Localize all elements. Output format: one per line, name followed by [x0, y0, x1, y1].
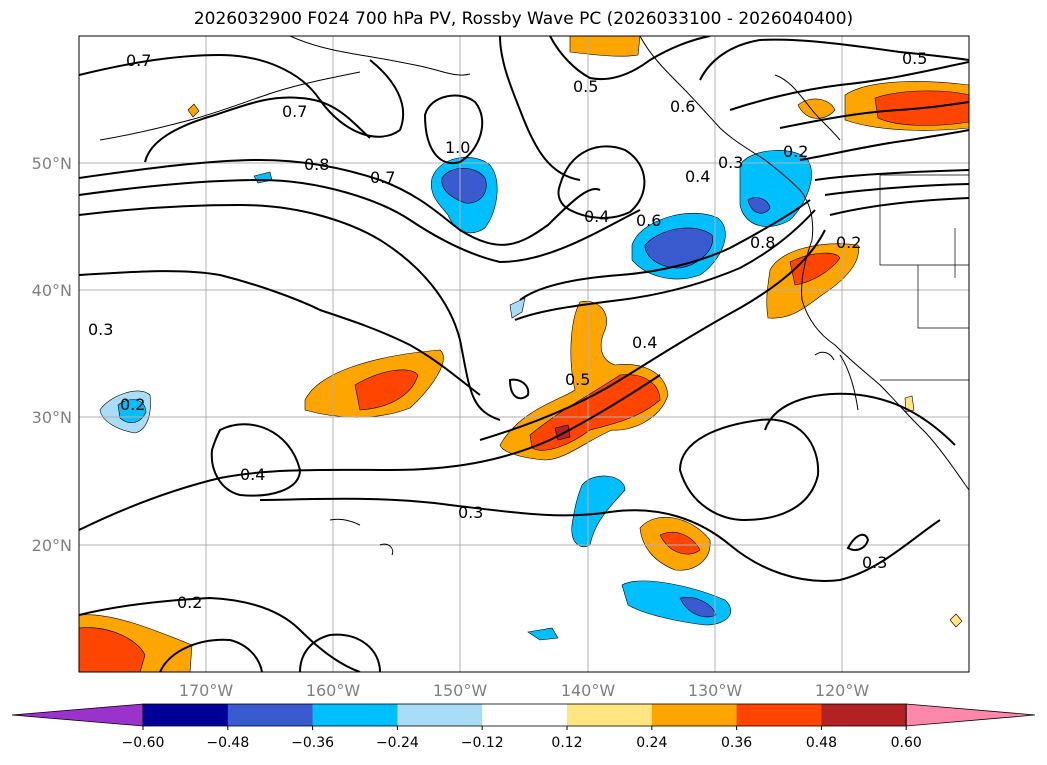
colorbar-tick-label: −0.48: [206, 735, 249, 751]
pos-anomaly-central: [499, 300, 669, 461]
colorbar-tick-label: −0.12: [461, 735, 504, 751]
colorbar-segment: [397, 704, 483, 726]
colorbar-tick-label: −0.24: [376, 735, 419, 751]
lon-axis: 170°W 160°W 150°W 140°W 130°W 120°W: [179, 681, 870, 700]
contour-label: 0.8: [304, 155, 329, 174]
contour-label: 0.2: [783, 142, 808, 161]
pos-anomaly-south-core: [659, 531, 701, 555]
contour-label: 0.2: [177, 593, 202, 612]
map-title: 2026032900 F024 700 hPa PV, Rossby Wave …: [193, 9, 854, 29]
coastlines: [99, 36, 969, 556]
map-frame: [78, 35, 970, 673]
lat-label: 30°N: [32, 408, 72, 427]
colorbar-tick-label: −0.60: [122, 735, 165, 751]
contour-label: 0.7: [126, 51, 151, 70]
colorbar-tick-label: −0.36: [291, 735, 334, 751]
neg-anomaly-coast: [739, 150, 812, 227]
contour-label: 0.3: [458, 503, 483, 522]
neg-anomaly-center-core: [644, 227, 713, 269]
contour-label: 0.4: [584, 207, 609, 226]
contour-label: 0.3: [88, 320, 113, 339]
pos-anomaly-north: [569, 36, 641, 57]
pos-anomaly-small3: [904, 395, 915, 413]
lon-label: 130°W: [688, 681, 743, 700]
lat-label: 40°N: [32, 281, 72, 300]
map-area: 0.7 0.7 0.8 0.7 1.0 0.5 0.6 0.5 0.4 0.3 …: [79, 36, 969, 672]
lon-label: 170°W: [179, 681, 234, 700]
lat-label: 50°N: [32, 154, 72, 173]
lon-label: 140°W: [561, 681, 616, 700]
contour-label: 0.3: [862, 553, 887, 572]
lon-label: 150°W: [433, 681, 488, 700]
neg-anomaly-small1: [527, 627, 559, 641]
colorbar-tick-label: 0.60: [891, 735, 922, 751]
colorbar-segment: [736, 704, 822, 726]
contour-label: 0.6: [636, 211, 661, 230]
neg-anomaly-gulf-core: [441, 167, 487, 204]
colorbar-extend-max: [905, 703, 1036, 727]
neg-anomaly-small3: [509, 297, 526, 319]
contour-label: 0.8: [750, 233, 775, 252]
contour-label: 0.4: [685, 167, 710, 186]
contour-label: 0.4: [240, 465, 265, 484]
contour-label: 0.7: [370, 168, 395, 187]
pv-contours: [79, 36, 969, 672]
colorbar: −0.60 −0.48 −0.36 −0.24 −0.12 0.12 0.24 0.36 0.4…: [11, 703, 1036, 751]
pos-anomaly-small2: [949, 613, 963, 628]
colorbar-tick-label: 0.36: [721, 735, 752, 751]
contour-label: 1.0: [445, 138, 470, 157]
colorbar-tick-label: 0.12: [551, 735, 582, 751]
colorbar-segment: [651, 704, 738, 726]
contour-labels: 0.7 0.7 0.8 0.7 1.0 0.5 0.6 0.5 0.4 0.3 …: [88, 49, 927, 612]
pos-anomaly-subtropical-core: [354, 369, 419, 411]
contour-label: 0.5: [573, 77, 598, 96]
contour-label: 0.5: [902, 49, 927, 68]
colorbar-tick-label: 0.24: [636, 735, 667, 751]
colorbar-extend-min: [11, 703, 144, 727]
pos-anomaly-small1: [187, 103, 200, 118]
neg-anomaly-small2: [253, 171, 273, 184]
pos-anomaly-southwest-core: [79, 627, 146, 672]
lat-label: 20°N: [32, 536, 72, 555]
lon-label: 120°W: [815, 681, 870, 700]
colorbar-segment: [821, 704, 907, 726]
colorbar-tick-label: 0.48: [806, 735, 837, 751]
contour-label: 0.4: [632, 333, 657, 352]
colorbar-segment: [312, 704, 398, 726]
colorbar-segment: [227, 704, 314, 726]
contour-label: 0.6: [670, 97, 695, 116]
colorbar-frame: [142, 703, 907, 727]
neg-anomaly-southeast: [621, 580, 731, 626]
contour-label: 0.2: [120, 395, 145, 414]
lon-label: 160°W: [306, 681, 361, 700]
borders: [879, 174, 969, 381]
contour-label: 0.5: [565, 370, 590, 389]
colorbar-segment: [482, 704, 568, 726]
contour-label: 0.3: [718, 153, 743, 172]
neg-anomaly-coast-core: [747, 197, 771, 214]
neg-anomaly-southeast-core: [679, 597, 717, 618]
contour-label: 0.2: [836, 233, 861, 252]
colorbar-segment: [143, 704, 229, 726]
lat-axis: 50°N 40°N 30°N 20°N: [32, 154, 72, 555]
colorbar-segment: [567, 704, 653, 726]
anomaly-fill: [79, 36, 969, 672]
gridlines: [79, 36, 969, 672]
contour-label: 0.7: [282, 102, 307, 121]
